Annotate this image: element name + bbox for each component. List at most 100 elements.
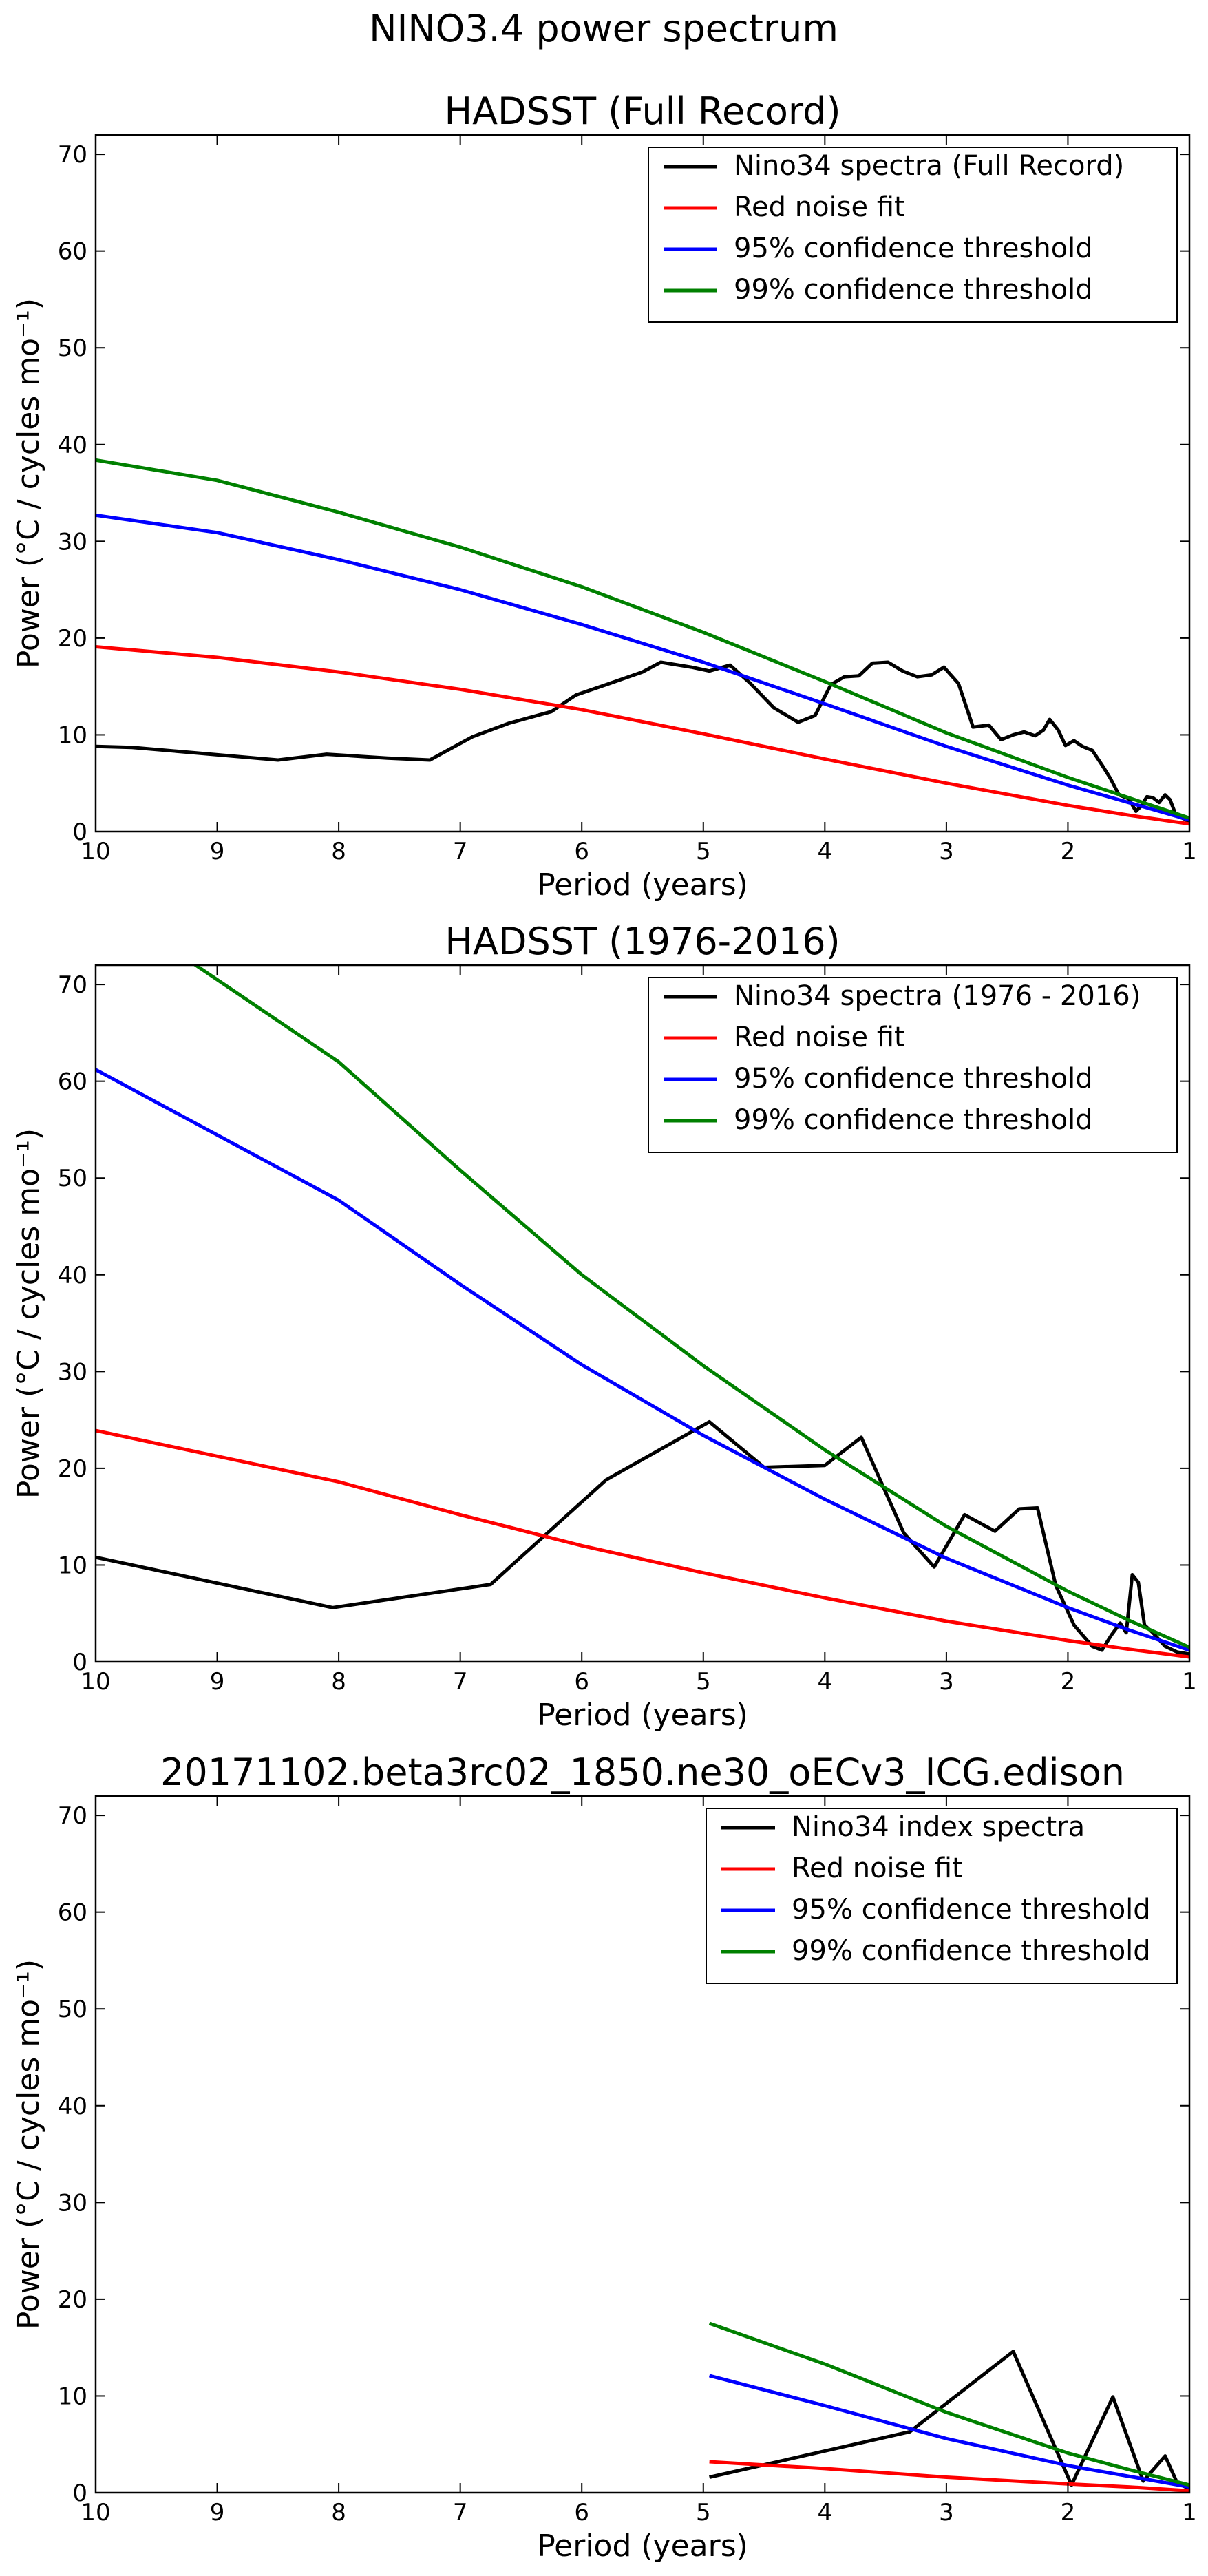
x-tick-label: 9: [210, 838, 225, 865]
series-line-4: [96, 458, 1189, 820]
x-tick-label: 1: [1182, 1668, 1197, 1696]
legend-label: 95% confidence threshold: [734, 233, 1093, 264]
legend-label: Red noise fit: [792, 1852, 963, 1884]
x-tick-label: 7: [453, 1668, 468, 1696]
y-axis-label: Power (°C / cycles mo⁻¹): [11, 298, 46, 668]
y-tick-label: 0: [72, 1649, 87, 1676]
figure-suptitle: NINO3.4 power spectrum: [369, 7, 838, 50]
x-tick-label: 10: [81, 838, 110, 865]
x-tick-label: 4: [818, 838, 833, 865]
x-tick-label: 2: [1061, 2499, 1076, 2526]
y-tick-label: 30: [58, 2189, 87, 2217]
x-axis-label: Period (years): [537, 2529, 748, 2564]
y-tick-label: 60: [58, 1899, 87, 1927]
y-tick-label: 20: [58, 625, 87, 653]
x-tick-label: 3: [939, 2499, 954, 2526]
legend-label: Nino34 index spectra: [792, 1811, 1085, 1843]
x-tick-label: 4: [818, 2499, 833, 2526]
legend: Nino34 spectra (Full Record) Red noise fi…: [648, 147, 1178, 323]
x-axis-label: Period (years): [537, 1698, 748, 1733]
legend-label: Nino34 spectra (1976 - 2016): [734, 980, 1141, 1012]
y-tick-label: 0: [72, 819, 87, 846]
x-tick-label: 6: [574, 2499, 589, 2526]
legend-label: 99% confidence threshold: [734, 1104, 1093, 1136]
x-tick-label: 3: [939, 838, 954, 865]
legend: Nino34 index spectra Red noise fit 95% con…: [706, 1808, 1178, 1984]
y-tick-label: 30: [58, 528, 87, 556]
series-line-3: [96, 1068, 1189, 1652]
chart-panel-2: HADSST (1976-2016)10 9 8 7 6 5 4 3 2 101020304050…: [11, 920, 1197, 1733]
x-tick-label: 10: [81, 2499, 110, 2526]
x-tick-label: 8: [331, 2499, 346, 2526]
x-tick-label: 2: [1061, 1668, 1076, 1696]
legend: Nino34 spectra (1976 - 2016) Red noise fi…: [648, 977, 1178, 1153]
legend-label: Nino34 spectra (Full Record): [734, 150, 1124, 182]
series-line-2: [96, 645, 1189, 826]
y-tick-label: 10: [58, 1552, 87, 1579]
y-tick-label: 0: [72, 2480, 87, 2507]
y-tick-label: 20: [58, 2286, 87, 2314]
legend-label: 99% confidence threshold: [734, 274, 1093, 306]
x-tick-label: 3: [939, 1668, 954, 1696]
y-tick-label: 40: [58, 1262, 87, 1289]
series-line-3: [708, 2374, 1189, 2489]
series-line-3: [96, 513, 1189, 822]
x-tick-label: 1: [1182, 838, 1197, 865]
y-tick-label: 40: [58, 432, 87, 459]
y-tick-label: 70: [58, 141, 87, 169]
x-tick-label: 9: [210, 1668, 225, 1696]
x-tick-label: 7: [453, 2499, 468, 2526]
x-tick-label: 5: [696, 2499, 711, 2526]
x-tick-label: 1: [1182, 2499, 1197, 2526]
legend-box: [648, 147, 1178, 323]
y-tick-label: 10: [58, 2383, 87, 2410]
x-tick-label: 4: [818, 1668, 833, 1696]
x-tick-label: 8: [331, 1668, 346, 1696]
x-tick-label: 6: [574, 838, 589, 865]
x-tick-label: 5: [696, 838, 711, 865]
x-tick-label: 8: [331, 838, 346, 865]
y-tick-label: 50: [58, 1165, 87, 1192]
series-line-1: [709, 2350, 1189, 2491]
plot-frame: [94, 1795, 1191, 2494]
panel-title: 20171102.beta3rc02_1850.ne30_oECv3_ICG.e…: [160, 1751, 1125, 1794]
x-tick-label: 10: [81, 1668, 110, 1696]
series-line-2: [96, 1428, 1189, 1659]
legend-box: [648, 977, 1178, 1153]
legend-label: Red noise fit: [734, 1022, 905, 1053]
y-tick-label: 50: [58, 1996, 87, 2023]
panel-title: HADSST (1976-2016): [445, 920, 840, 963]
x-axis-label: Period (years): [537, 867, 748, 902]
chart-panel-3: 20171102.beta3rc02_1850.ne30_oECv3_ICG.e…: [11, 1751, 1197, 2564]
series-line-2: [709, 2460, 1189, 2493]
legend-label: 99% confidence threshold: [792, 1935, 1151, 1967]
x-tick-label: 6: [574, 1668, 589, 1696]
legend-label: 95% confidence threshold: [734, 1063, 1093, 1095]
y-tick-label: 10: [58, 721, 87, 749]
y-axis-label: Power (°C / cycles mo⁻¹): [11, 1959, 46, 2330]
y-tick-label: 50: [58, 335, 87, 362]
plot-frame: [94, 134, 1191, 833]
chart-panel-1: HADSST (Full Record)10 9 8 7 6 5 4 3 2 1010203040…: [11, 89, 1197, 902]
x-tick-label: 9: [210, 2499, 225, 2526]
series-line-4: [708, 2321, 1189, 2487]
y-axis-label: Power (°C / cycles mo⁻¹): [11, 1128, 46, 1499]
panel-title: HADSST (Full Record): [444, 89, 840, 133]
x-tick-label: 7: [453, 838, 468, 865]
series-line-4: [192, 965, 1189, 1649]
y-tick-label: 60: [58, 1068, 87, 1096]
y-tick-label: 70: [58, 1802, 87, 1830]
y-tick-label: 40: [58, 2093, 87, 2120]
y-tick-label: 20: [58, 1455, 87, 1483]
y-tick-label: 30: [58, 1358, 87, 1386]
legend-box: [706, 1808, 1178, 1984]
series-line-1: [96, 660, 1189, 824]
series-line-1: [96, 1419, 1189, 1656]
plot-frame: [94, 964, 1191, 1663]
y-tick-label: 70: [58, 971, 87, 999]
legend-label: 95% confidence threshold: [792, 1894, 1151, 1925]
x-tick-label: 2: [1061, 838, 1076, 865]
legend-label: Red noise fit: [734, 191, 905, 223]
x-tick-label: 5: [696, 1668, 711, 1696]
